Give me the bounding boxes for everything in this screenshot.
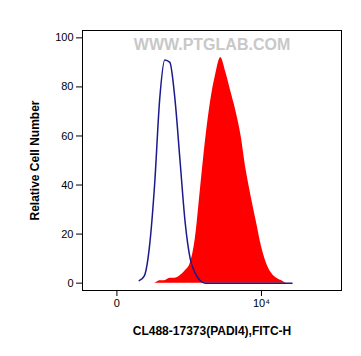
svg-text:100: 100 <box>55 31 73 43</box>
svg-text:0: 0 <box>114 297 120 309</box>
svg-text:WWW.PTGLAB.COM: WWW.PTGLAB.COM <box>134 36 290 53</box>
svg-text:20: 20 <box>61 228 73 240</box>
svg-text:CL488-17373(PADI4),FITC-H: CL488-17373(PADI4),FITC-H <box>133 324 291 338</box>
svg-text:60: 60 <box>61 129 73 141</box>
svg-text:0: 0 <box>67 277 73 289</box>
svg-text:Relative Cell Number: Relative Cell Number <box>28 100 42 220</box>
svg-text:80: 80 <box>61 80 73 92</box>
svg-text:10⁴: 10⁴ <box>253 297 270 309</box>
svg-text:40: 40 <box>61 179 73 191</box>
